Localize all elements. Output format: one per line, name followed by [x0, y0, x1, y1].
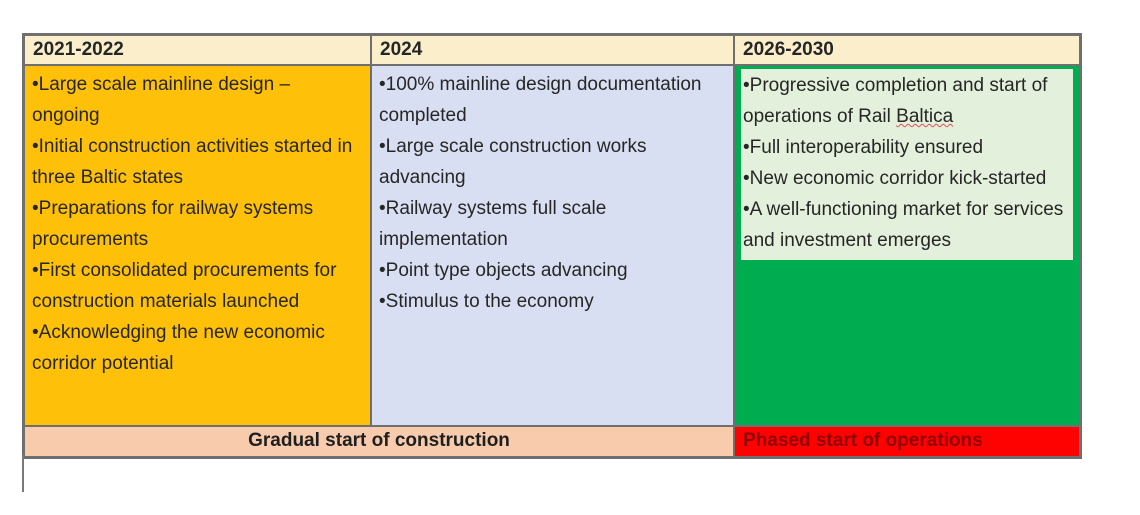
- bullet-item-text: •Progressive completion and start of ope…: [743, 75, 1048, 127]
- bullet-item: •Initial construction activities started…: [32, 136, 353, 188]
- bullet-item: •Full interoperability ensured: [743, 137, 984, 158]
- bullet-item: •Large scale construction works advancin…: [379, 136, 647, 188]
- bullet-item: •A well-functioning market for services …: [743, 199, 1064, 251]
- green-inner-textbox: •Progressive completion and start of ope…: [741, 69, 1073, 260]
- bullet-item: •Stimulus to the economy: [379, 291, 594, 312]
- column-header-2024: 2024: [371, 35, 734, 65]
- column-body-2021-2022: •Large scale mainline design – ongoing •I…: [24, 65, 371, 426]
- bullet-list: •Full interoperability ensured •New econo…: [743, 132, 1069, 256]
- bullet-item: •100% mainline design documentation comp…: [379, 74, 702, 126]
- column-body-2026-2030: •Progressive completion and start of ope…: [734, 65, 1080, 426]
- footer-gradual-start-of-construction: Gradual start of construction: [24, 426, 734, 457]
- bullet-item: •New economic corridor kick-started: [743, 168, 1047, 189]
- bullet-item: •Large scale mainline design – ongoing: [32, 74, 291, 126]
- footer-phased-start-of-operations: Phased start of operations: [734, 426, 1080, 457]
- column-header-2021-2022: 2021-2022: [24, 35, 371, 65]
- bullet-item: •Railway systems full scale implementati…: [379, 198, 607, 250]
- spellcheck-flagged-word: Baltica: [896, 106, 954, 127]
- bullet-item: •Acknowledging the new economic corridor…: [32, 322, 325, 374]
- bullet-item: •Preparations for railway systems procur…: [32, 198, 314, 250]
- timeline-table: 2021-2022 2024 2026-2030 •Large scale ma…: [22, 33, 1082, 459]
- bullet-item: •Progressive completion and start of ope…: [743, 70, 1069, 132]
- bullet-item: •Point type objects advancing: [379, 260, 628, 281]
- table-left-border-artifact: [22, 455, 24, 492]
- bullet-item: •First consolidated procurements for con…: [32, 260, 337, 312]
- column-body-2024: •100% mainline design documentation comp…: [371, 65, 734, 426]
- column-header-2026-2030: 2026-2030: [734, 35, 1080, 65]
